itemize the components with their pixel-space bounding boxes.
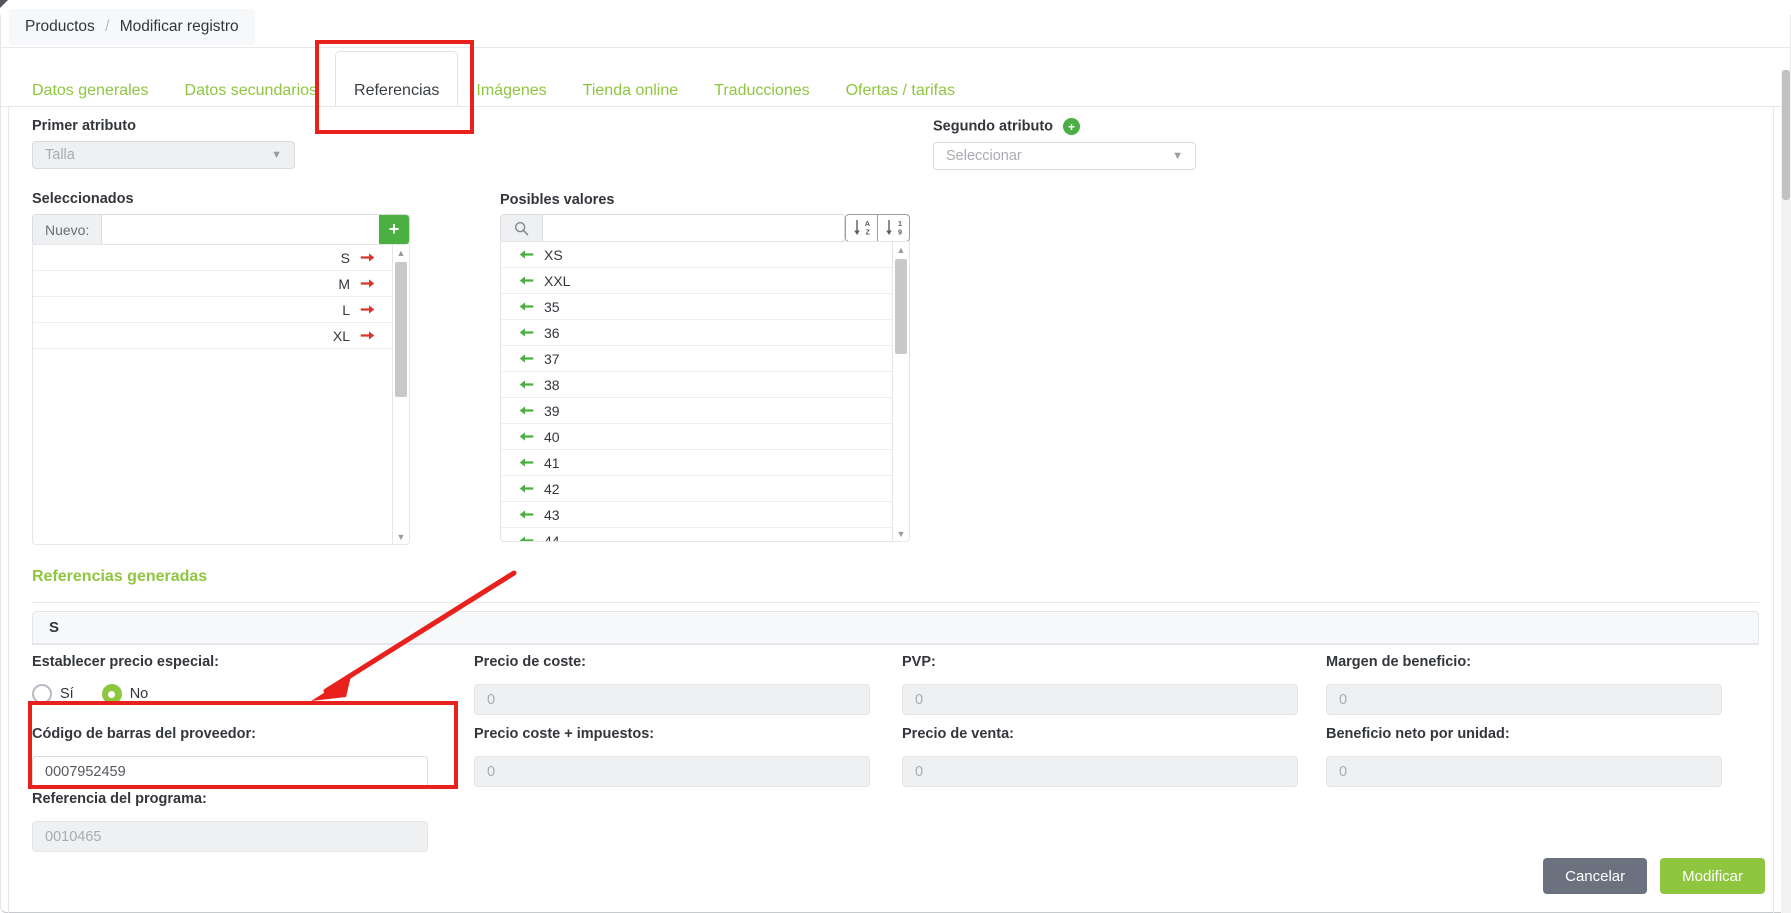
svg-text:9: 9: [898, 227, 902, 236]
svg-text:Z: Z: [866, 227, 871, 236]
